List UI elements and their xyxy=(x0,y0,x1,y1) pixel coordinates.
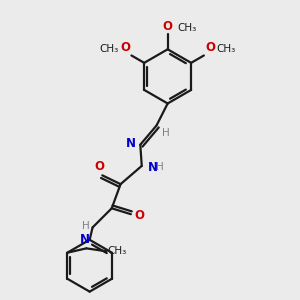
Text: CH₃: CH₃ xyxy=(108,246,127,256)
Text: O: O xyxy=(120,41,130,54)
Text: O: O xyxy=(134,209,144,222)
Text: N: N xyxy=(126,137,136,150)
Text: O: O xyxy=(205,41,215,54)
Text: H: H xyxy=(162,128,170,138)
Text: CH₃: CH₃ xyxy=(100,44,119,54)
Text: N: N xyxy=(80,233,90,246)
Text: CH₃: CH₃ xyxy=(217,44,236,54)
Text: CH₃: CH₃ xyxy=(177,22,196,32)
Text: N: N xyxy=(148,161,158,174)
Text: H: H xyxy=(156,162,164,172)
Text: O: O xyxy=(163,20,173,33)
Text: O: O xyxy=(94,160,104,173)
Text: H: H xyxy=(82,221,90,231)
